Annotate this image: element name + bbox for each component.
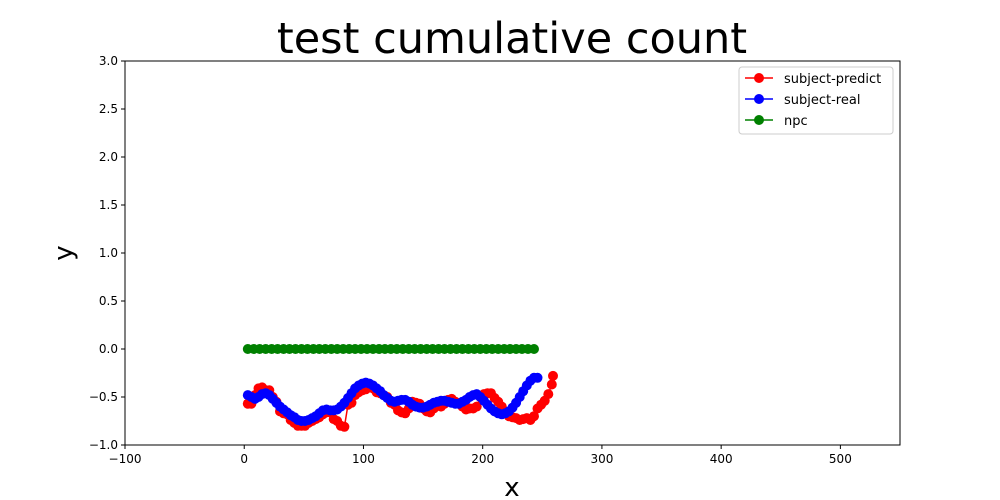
series-layer — [242, 344, 558, 432]
y-tick-label: 0.0 — [99, 342, 118, 356]
legend-marker — [754, 73, 764, 83]
series-subject-real — [242, 372, 543, 426]
x-tick-label: 500 — [829, 452, 852, 466]
x-tick-label: 0 — [240, 452, 248, 466]
chart-title: test cumulative count — [277, 14, 747, 64]
y-tick-label: −1.0 — [89, 438, 118, 452]
y-tick-label: 1.5 — [99, 198, 118, 212]
data-point — [548, 370, 558, 381]
x-tick-label: 100 — [352, 452, 375, 466]
y-tick-label: 2.5 — [99, 102, 118, 116]
y-tick-label: −0.5 — [89, 390, 118, 404]
y-axis-label: y — [49, 245, 79, 260]
data-point — [529, 344, 539, 354]
data-point — [471, 401, 482, 412]
x-axis-label: x — [504, 473, 519, 500]
legend-label: subject-real — [784, 93, 860, 108]
data-point — [532, 372, 543, 383]
y-tick-label: 1.0 — [99, 246, 118, 260]
data-point — [529, 411, 539, 422]
x-axis-ticks: −100 0 100 200 300 400 500 — [109, 445, 852, 466]
series-npc — [242, 344, 539, 354]
legend: subject-predict subject-real npc — [738, 66, 894, 135]
x-tick-label: 200 — [471, 452, 494, 466]
legend-label: subject-predict — [784, 72, 881, 87]
x-tick-label: −100 — [109, 452, 142, 466]
x-tick-label: 300 — [590, 452, 613, 466]
legend-marker — [754, 94, 764, 104]
legend-label: npc — [784, 114, 808, 129]
x-tick-label: 400 — [710, 452, 733, 466]
y-tick-label: 2.0 — [99, 150, 118, 164]
y-axis-ticks: −1.0 −0.5 0.0 0.5 1.0 1.5 2.0 2.5 3.0 — [89, 54, 125, 452]
data-point — [339, 421, 350, 432]
y-tick-label: 0.5 — [99, 294, 118, 308]
y-tick-label: 3.0 — [99, 54, 118, 68]
data-point — [546, 379, 557, 390]
data-point — [543, 389, 554, 400]
legend-box — [738, 66, 894, 135]
legend-marker — [754, 115, 764, 125]
